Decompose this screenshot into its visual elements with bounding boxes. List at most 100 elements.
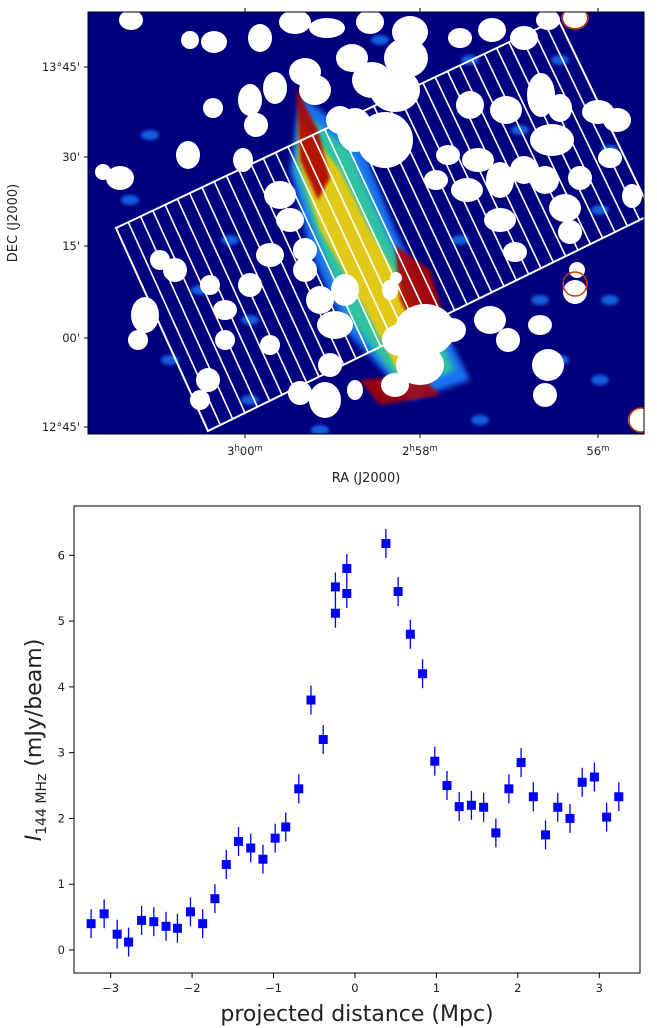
- emission-speckle-1: [121, 195, 139, 205]
- y-tick-label: 0: [58, 943, 65, 957]
- y-tick-label: 1: [58, 877, 65, 891]
- masked-source: [190, 390, 210, 410]
- masked-source: [628, 408, 644, 432]
- masked-source: [238, 84, 262, 116]
- masked-source: [533, 383, 557, 407]
- data-point-marker: [516, 758, 526, 768]
- ra-tick-label: 3h00m: [227, 444, 263, 458]
- data-point-marker: [541, 830, 551, 840]
- y-tick-label: 5: [58, 614, 65, 628]
- masked-source: [456, 91, 484, 119]
- plot-y-ticks: 0 1 2 3 4 5 6: [58, 548, 74, 957]
- slice-divider: [508, 41, 604, 239]
- masked-source: [293, 258, 317, 282]
- dec-tick-label: 00': [62, 331, 80, 345]
- masked-source: [244, 113, 268, 137]
- dec-tick-label: 12°45': [42, 420, 80, 434]
- data-point-marker: [99, 909, 109, 919]
- data-point-marker: [330, 608, 340, 618]
- masked-source: [424, 170, 448, 190]
- masked-source: [317, 311, 353, 339]
- slice-divider: [471, 59, 567, 257]
- data-point-marker: [330, 582, 340, 592]
- data-point-marker: [553, 802, 563, 812]
- emission-speckle-0: [141, 130, 159, 140]
- emission-speckle-5: [591, 205, 609, 215]
- slice-divider: [299, 140, 394, 341]
- masked-source: [527, 73, 555, 117]
- plot-y-unit: (mJy/beam): [22, 639, 47, 774]
- x-tick-label: 3: [596, 981, 603, 995]
- masked-source: [563, 12, 587, 28]
- plot-frame: [73, 505, 641, 974]
- masked-source: [215, 330, 235, 350]
- data-point-marker: [246, 843, 256, 853]
- ra-tick-label: 56m: [587, 444, 610, 458]
- slice-divider: [459, 65, 555, 263]
- masked-source: [318, 353, 342, 377]
- masked-source: [331, 274, 359, 306]
- x-tick-label: −3: [102, 981, 119, 995]
- data-point-marker: [504, 784, 514, 794]
- slice-divider: [225, 175, 320, 378]
- data-point-marker: [614, 792, 624, 802]
- dec-tick-label: 15': [62, 239, 80, 253]
- data-point-marker: [161, 921, 171, 931]
- slice-divider: [238, 169, 333, 372]
- slice-divider: [176, 198, 271, 402]
- masked-source: [263, 72, 287, 104]
- dec-tick-label: 30': [62, 150, 80, 164]
- masked-source: [396, 345, 444, 385]
- masked-source: [438, 318, 466, 342]
- masked-source: [201, 31, 227, 53]
- slice-divider: [274, 152, 370, 353]
- y-tick-label: 6: [58, 548, 65, 562]
- slice-divider: [385, 99, 481, 299]
- slice-divider: [373, 105, 468, 305]
- data-point-marker: [405, 629, 415, 639]
- emission-speckle-11: [551, 55, 569, 65]
- masked-source: [309, 18, 345, 38]
- masked-source: [128, 330, 148, 350]
- masked-source: [484, 208, 516, 232]
- data-point-marker: [306, 695, 316, 705]
- emission-speckle-17: [451, 235, 469, 245]
- masked-source: [306, 286, 334, 314]
- masked-source: [95, 164, 111, 180]
- emission-speckle-3: [241, 315, 259, 325]
- slice-divider: [152, 210, 246, 414]
- plot-x-ticks: −3 −2 −1 0 1 2 3: [102, 973, 603, 995]
- masked-source: [347, 380, 363, 400]
- slice-divider: [213, 181, 308, 384]
- map-ra-ticks: 3h00m 2h58m 56m: [227, 8, 609, 458]
- slice-divider: [139, 216, 234, 420]
- data-point-marker: [234, 836, 244, 846]
- data-point-marker: [112, 929, 122, 939]
- masked-source: [474, 306, 506, 334]
- data-point-marker: [454, 802, 464, 812]
- data-point-marker: [318, 735, 328, 744]
- data-point-marker: [149, 917, 159, 927]
- data-point-marker: [221, 859, 231, 869]
- slice-divider: [336, 123, 431, 323]
- data-point-marker: [479, 802, 489, 812]
- slice-divider: [409, 88, 505, 287]
- masked-source: [530, 124, 574, 156]
- masked-source: [203, 98, 223, 118]
- masked-source: [528, 315, 552, 335]
- masked-source: [451, 178, 483, 202]
- data-point-marker: [442, 781, 452, 791]
- profile-plot-panel: −3 −2 −1 0 1 2 3 0 1 2 3 4 5 6 projected distance (M…: [22, 505, 641, 1027]
- emission-speckle-7: [601, 295, 619, 305]
- masked-source: [181, 31, 199, 49]
- ra-tick-label: 2h58m: [402, 444, 438, 458]
- slice-divider: [323, 128, 419, 329]
- data-point-marker: [86, 919, 96, 929]
- masked-source-ring: [628, 407, 644, 433]
- x-tick-label: −1: [265, 981, 282, 995]
- masked-source: [563, 280, 587, 304]
- y-tick-label: 3: [58, 746, 65, 760]
- map-frame: [87, 11, 645, 435]
- data-point-marker: [210, 894, 220, 904]
